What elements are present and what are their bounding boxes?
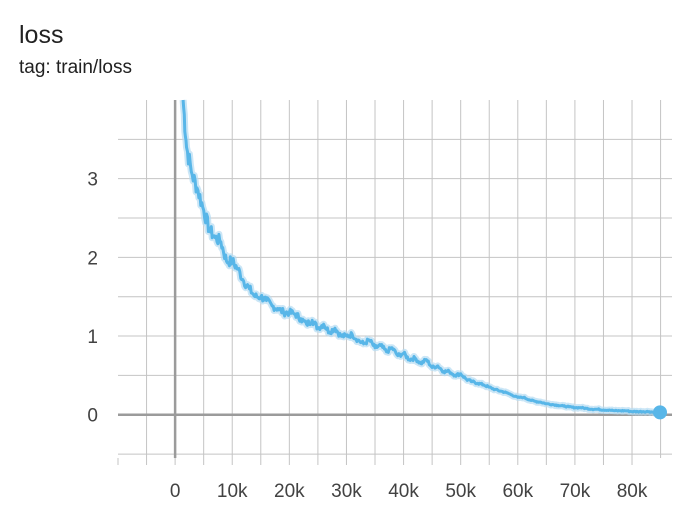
x-tick-label: 30k <box>331 481 362 502</box>
x-tick-label: 0 <box>170 481 181 502</box>
y-tick-label: 2 <box>87 248 98 269</box>
series-band <box>179 99 663 417</box>
tick-labels: 0 10k 20k 30k 40k 50k 60k 70k 80k 0 1 2 3 <box>87 170 647 502</box>
x-tick-label: 60k <box>502 481 533 502</box>
series-line <box>181 99 661 415</box>
y-tick-label: 3 <box>87 170 98 191</box>
chart-title: loss <box>19 21 64 49</box>
x-tick-label: 70k <box>560 481 591 502</box>
chart-subtitle: tag: train/loss <box>19 57 132 78</box>
x-tick-label: 50k <box>445 481 476 502</box>
x-tick-label: 40k <box>388 481 419 502</box>
x-tick-label: 10k <box>217 481 248 502</box>
y-tick-label: 0 <box>87 406 98 427</box>
x-tick-label: 20k <box>274 481 305 502</box>
series-layer <box>179 99 668 420</box>
x-tick-label: 80k <box>617 481 648 502</box>
series-last-point <box>653 405 668 420</box>
grid-lines <box>118 100 672 458</box>
y-tick-label: 1 <box>87 327 98 348</box>
axes <box>117 100 672 465</box>
